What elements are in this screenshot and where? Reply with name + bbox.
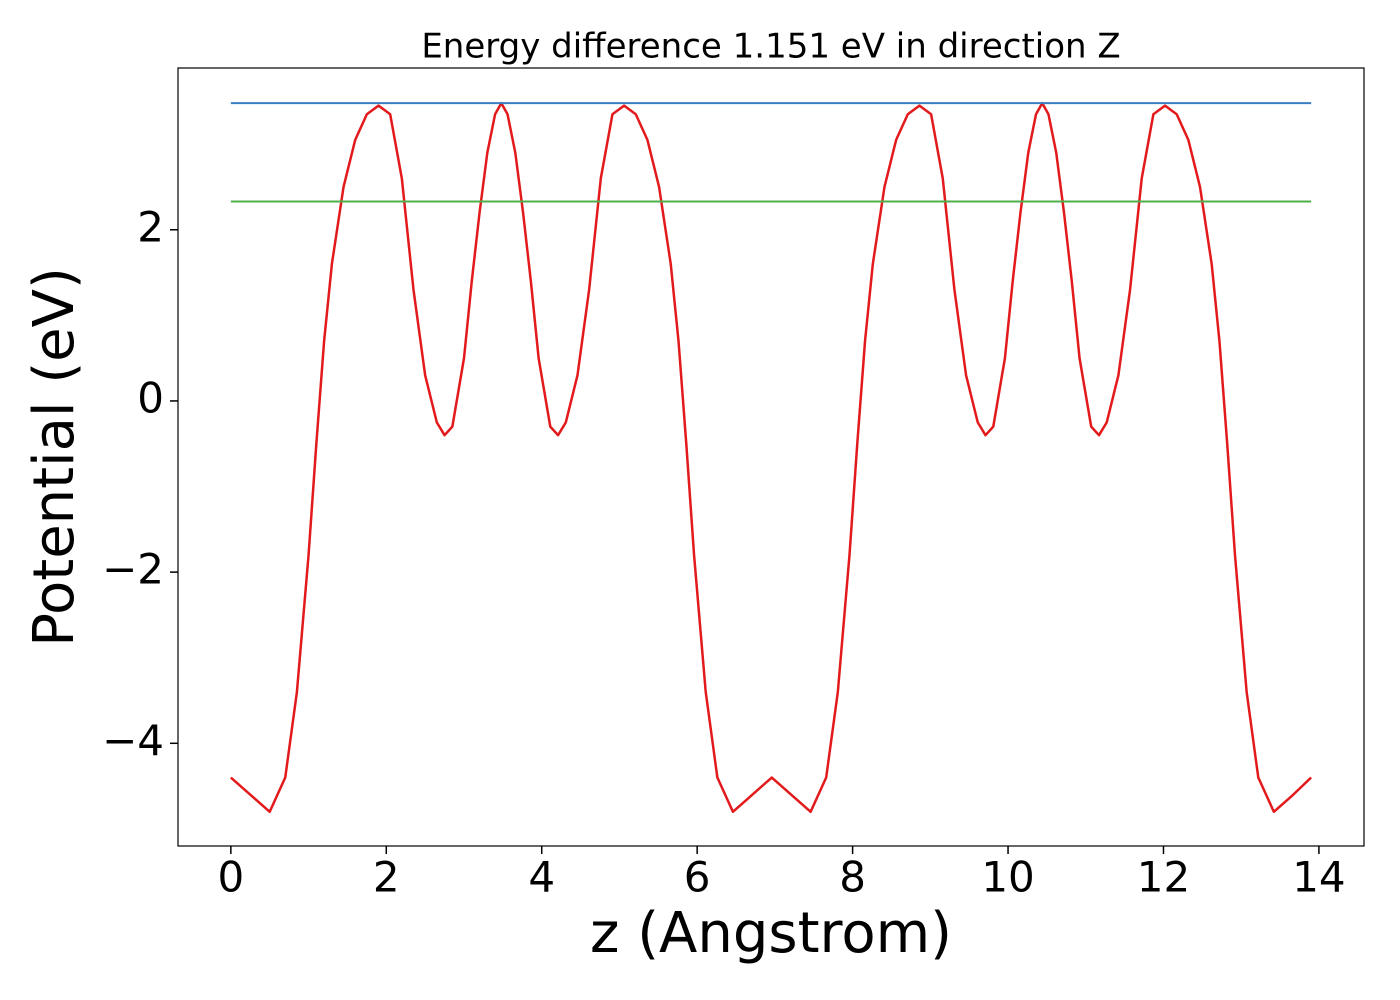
x-tick-label: 2 [373,853,400,902]
plot-frame [177,67,1365,847]
y-tick-label: −4 [102,716,164,765]
x-tick-label: 12 [1137,853,1190,902]
y-tick-label: 0 [137,373,164,422]
x-tick-label: 4 [528,853,555,902]
x-tick-label: 8 [839,853,866,902]
y-tick-label: −2 [102,545,164,594]
series-line [230,101,1313,814]
x-tick-label: 6 [684,853,711,902]
x-tick-label: 10 [981,853,1034,902]
y-axis-label: Potential (eV) [22,267,87,647]
chart-title: Energy difference 1.151 eV in direction … [421,27,1120,67]
x-axis-label: z (Angstrom) [590,901,952,966]
x-tick-label: 14 [1292,853,1345,902]
x-tick-label: 0 [217,853,244,902]
y-tick-label: 2 [137,202,164,251]
